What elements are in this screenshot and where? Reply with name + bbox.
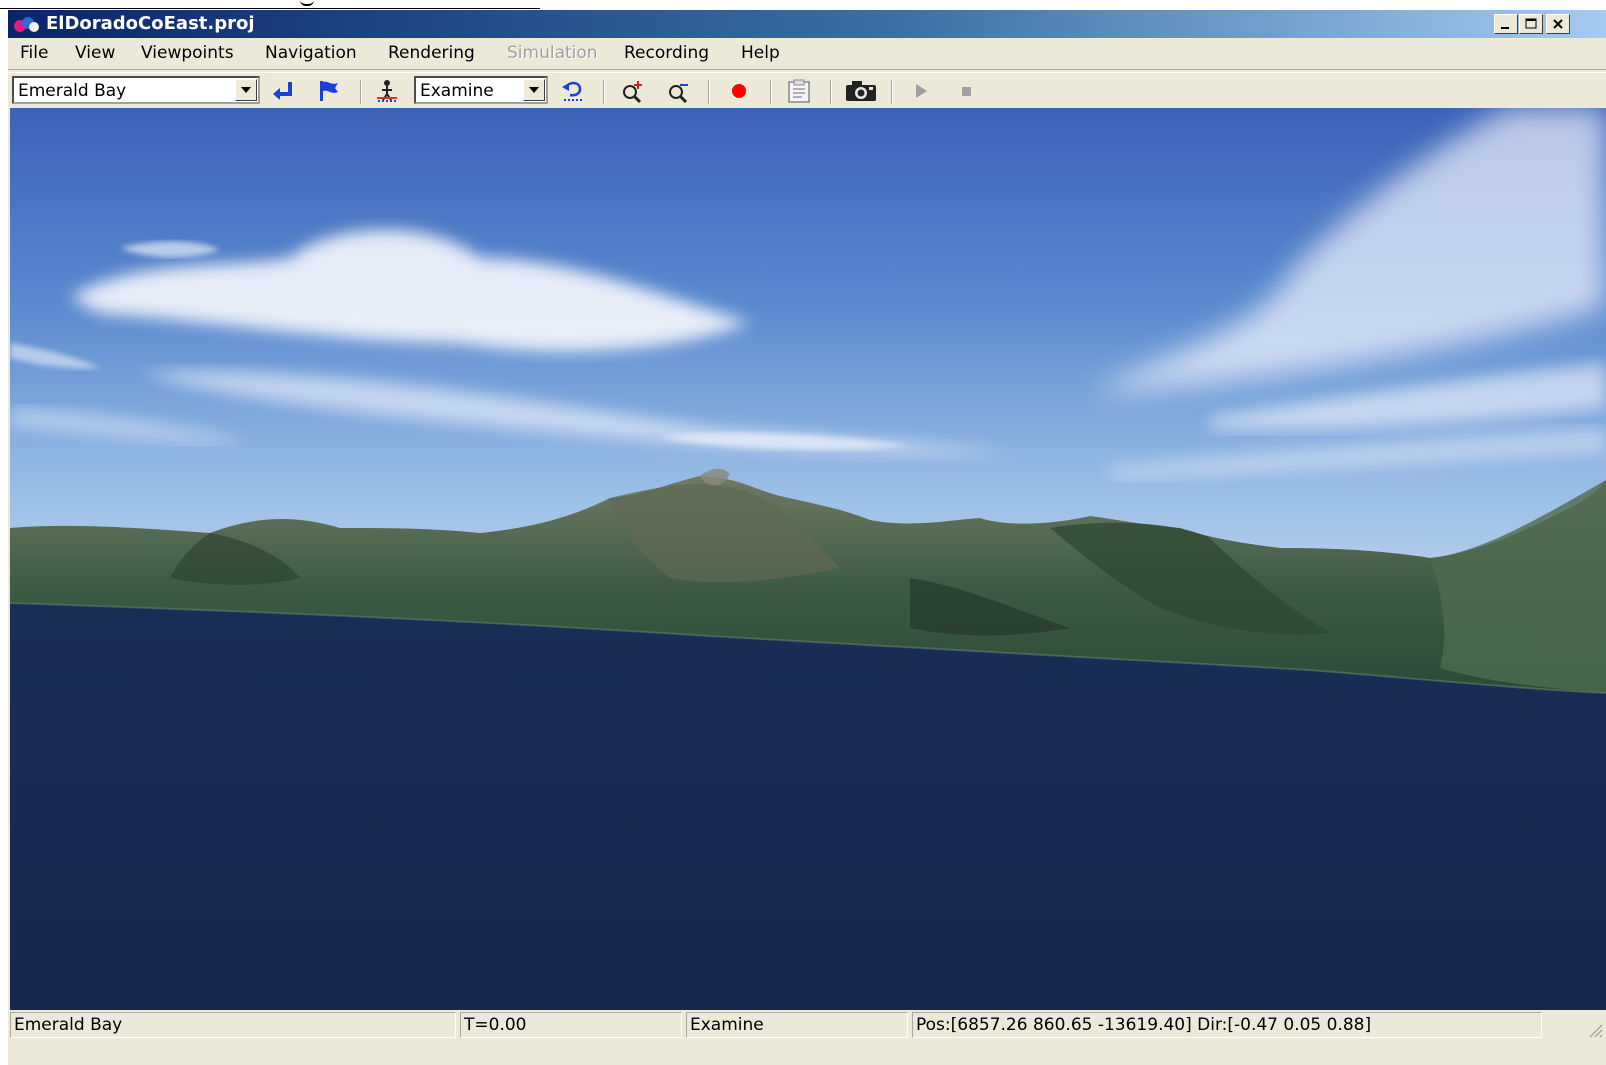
app-window: ElDoradoCoEast.proj File View Viewpoints… [8,10,1606,1065]
menu-viewpoints[interactable]: Viewpoints [141,43,234,63]
menu-file[interactable]: File [20,43,49,63]
toolbar-separator [708,80,710,104]
navigation-mode-select[interactable]: Examine [414,76,548,104]
menu-navigation[interactable]: Navigation [265,43,357,63]
mountain-range [10,468,1606,693]
toolbar: Emerald Bay Examine [8,72,1606,108]
menu-view[interactable]: View [75,43,116,63]
close-button[interactable] [1546,14,1570,34]
chevron-down-icon [241,87,251,93]
go-to-viewpoint-icon[interactable] [270,78,296,104]
toolbar-separator [830,80,832,104]
resize-grip-icon[interactable] [1586,1021,1604,1039]
toolbar-separator [891,80,893,104]
viewpoint-select-value: Emerald Bay [18,81,127,101]
camera-icon[interactable] [844,78,878,104]
chevron-down-icon [529,87,539,93]
zoom-in-icon[interactable] [620,78,646,104]
menu-recording[interactable]: Recording [624,43,710,63]
lake-water [10,603,1606,1010]
menu-bar: File View Viewpoints Navigation Renderin… [8,39,1606,69]
viewpoint-select[interactable]: Emerald Bay [12,76,260,104]
status-time: T=0.00 [460,1012,682,1038]
status-position: Pos:[6857.26 860.65 -13619.40] Dir:[-0.4… [912,1012,1542,1038]
navigation-mode-value: Examine [420,81,494,101]
app-logo-icon [14,17,39,32]
menu-simulation[interactable]: Simulation [507,43,598,63]
minimize-button[interactable] [1494,14,1518,34]
menu-rendering[interactable]: Rendering [388,43,475,63]
window-title: ElDoradoCoEast.proj [46,13,255,34]
toolbar-separator [603,80,605,104]
viewpoint-dropdown-button[interactable] [235,79,257,101]
status-viewpoint: Emerald Bay [10,1012,456,1038]
clipboard-icon[interactable] [786,78,812,104]
clouds [10,108,1606,478]
toolbar-separator [770,80,772,104]
maximize-button[interactable] [1519,14,1543,34]
flag-icon[interactable] [316,78,342,104]
status-mode: Examine [686,1012,908,1038]
close-icon [1553,19,1563,29]
undo-view-icon[interactable] [560,78,586,104]
zoom-out-icon[interactable] [666,78,692,104]
status-bar: Emerald Bay T=0.00 Examine Pos:[6857.26 … [8,1011,1606,1041]
page-top-rule [0,0,540,9]
title-bar[interactable]: ElDoradoCoEast.proj [8,10,1606,38]
minimize-icon [1501,27,1509,29]
menu-help[interactable]: Help [741,43,780,63]
navigation-mode-dropdown-button[interactable] [523,79,545,101]
toolbar-separator [360,80,362,104]
record-icon[interactable] [726,78,752,104]
3d-viewport[interactable] [10,108,1606,1010]
play-icon[interactable] [908,78,934,104]
walk-icon[interactable] [374,78,400,104]
stop-icon[interactable] [954,78,980,104]
menu-separator [8,69,1606,73]
maximize-icon [1525,18,1537,29]
